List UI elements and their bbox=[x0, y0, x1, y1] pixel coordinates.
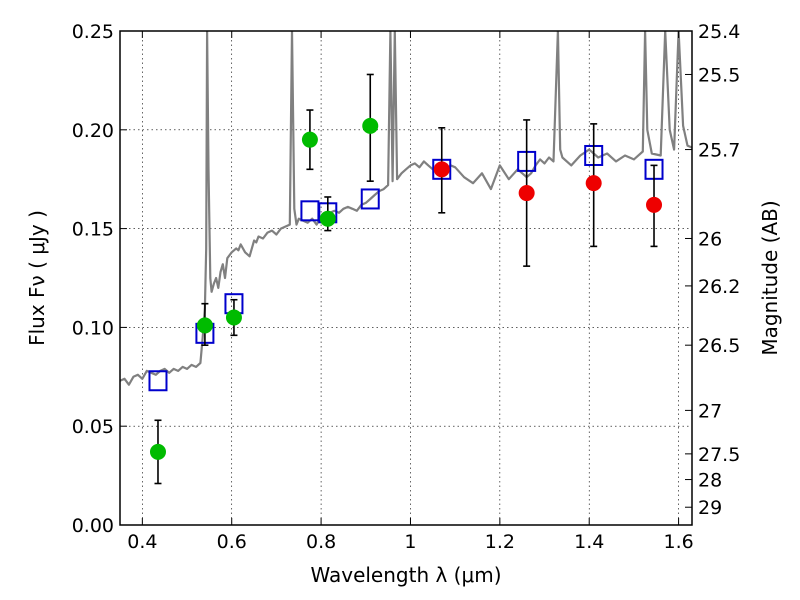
y2-tick-label: 25.7 bbox=[698, 140, 740, 162]
y2-tick-label: 25.5 bbox=[698, 64, 740, 86]
x-tick-label: 1.2 bbox=[485, 531, 515, 553]
x-tick-label: 1.4 bbox=[574, 531, 604, 553]
data-point bbox=[196, 317, 213, 334]
data-point bbox=[518, 185, 535, 202]
axis-ticks: 0.4 0.6 0.8 1 1.2 1.4 1.6 0.00 0.05 0.10 0.15 0.20 0… bbox=[72, 21, 741, 553]
y-tick-label: 0.05 bbox=[72, 416, 114, 438]
y2-axis-title: Magnitude (AB) bbox=[758, 200, 782, 355]
y2-tick-label: 28 bbox=[698, 470, 722, 492]
plot-frame bbox=[119, 30, 693, 526]
model-square-marker bbox=[148, 370, 168, 392]
x-tick-label: 0.8 bbox=[306, 531, 336, 553]
y-tick-label: 0.10 bbox=[72, 317, 114, 339]
plot-area bbox=[120, 31, 692, 485]
y2-tick-label: 27 bbox=[698, 400, 722, 422]
y2-tick-label: 26 bbox=[698, 228, 722, 250]
y-axis-title: Flux Fν ( μJy ) bbox=[25, 210, 49, 346]
data-point bbox=[585, 175, 602, 192]
y2-tick-label: 26.5 bbox=[698, 335, 740, 357]
model-square-marker bbox=[360, 188, 380, 210]
y-tick-label: 0.20 bbox=[72, 120, 114, 142]
y2-tick-label: 29 bbox=[698, 497, 722, 519]
spectrum-line bbox=[120, 31, 692, 386]
data-point bbox=[225, 309, 242, 326]
x-tick-label: 0.4 bbox=[127, 531, 157, 553]
x-tick-label: 1 bbox=[404, 531, 416, 553]
x-axis-title: Wavelength λ (μm) bbox=[310, 563, 501, 587]
data-point bbox=[362, 117, 379, 134]
y-tick-label: 0.00 bbox=[72, 515, 114, 537]
data-point bbox=[646, 196, 663, 213]
y2-tick-label: 25.4 bbox=[698, 21, 740, 43]
data-point bbox=[433, 161, 450, 178]
x-tick-label: 0.6 bbox=[217, 531, 247, 553]
x-tick-label: 1.6 bbox=[663, 531, 693, 553]
y2-tick-label: 27.5 bbox=[698, 444, 740, 466]
data-point bbox=[301, 131, 318, 148]
data-point bbox=[319, 210, 336, 227]
y2-tick-label: 26.2 bbox=[698, 276, 740, 298]
y-tick-label: 0.15 bbox=[72, 219, 114, 241]
data-point bbox=[149, 443, 166, 460]
y-tick-label: 0.25 bbox=[72, 21, 114, 43]
